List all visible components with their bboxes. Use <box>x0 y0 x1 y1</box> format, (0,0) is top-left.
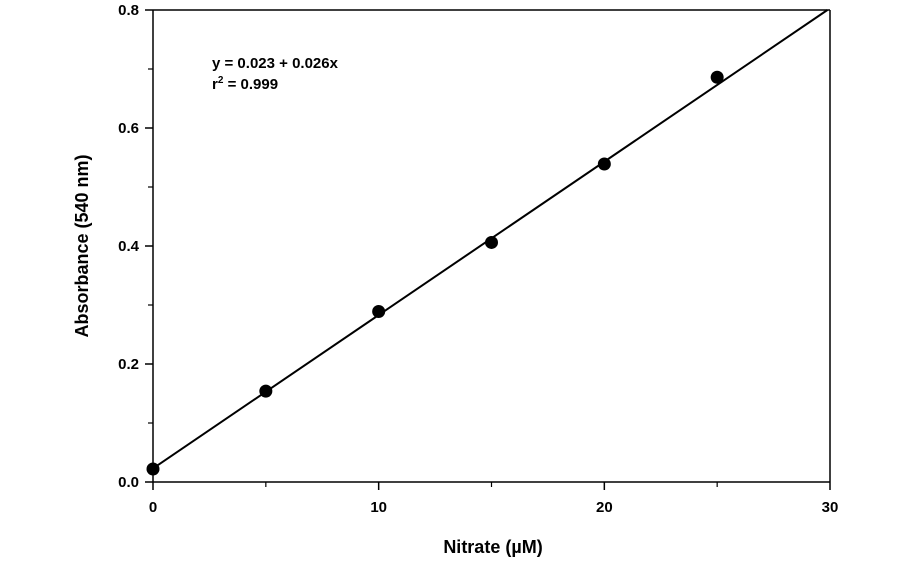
x-tick-label: 0 <box>149 499 157 516</box>
y-ticks: 0.0 0.2 0.4 0.6 0.8 <box>118 2 153 491</box>
r-base: r <box>212 76 218 93</box>
r-value: = 0.999 <box>223 76 278 93</box>
r-squared-annotation: r2 = 0.999 <box>212 75 278 93</box>
y-tick-label: 0.6 <box>118 120 139 137</box>
x-tick-label: 30 <box>822 499 839 516</box>
x-tick-label: 10 <box>370 499 387 516</box>
y-tick-label: 0.2 <box>118 356 139 373</box>
r-exponent: 2 <box>218 75 224 86</box>
data-point <box>710 70 724 84</box>
y-tick-label: 0.8 <box>118 2 139 19</box>
x-ticks: 0 10 20 30 <box>149 482 839 516</box>
data-point <box>372 304 386 318</box>
data-point <box>597 157 611 171</box>
y-tick-label: 0.0 <box>118 474 139 491</box>
equation-annotation: y = 0.023 + 0.026x <box>212 55 339 72</box>
x-axis-label: Nitrate (µM) <box>443 537 542 557</box>
data-points <box>146 70 724 476</box>
data-point <box>146 462 160 476</box>
y-tick-label: 0.4 <box>118 238 140 255</box>
y-axis-label: Absorbance (540 nm) <box>72 154 92 337</box>
data-point <box>485 235 498 249</box>
data-point <box>259 384 273 398</box>
x-tick-label: 20 <box>596 499 613 516</box>
